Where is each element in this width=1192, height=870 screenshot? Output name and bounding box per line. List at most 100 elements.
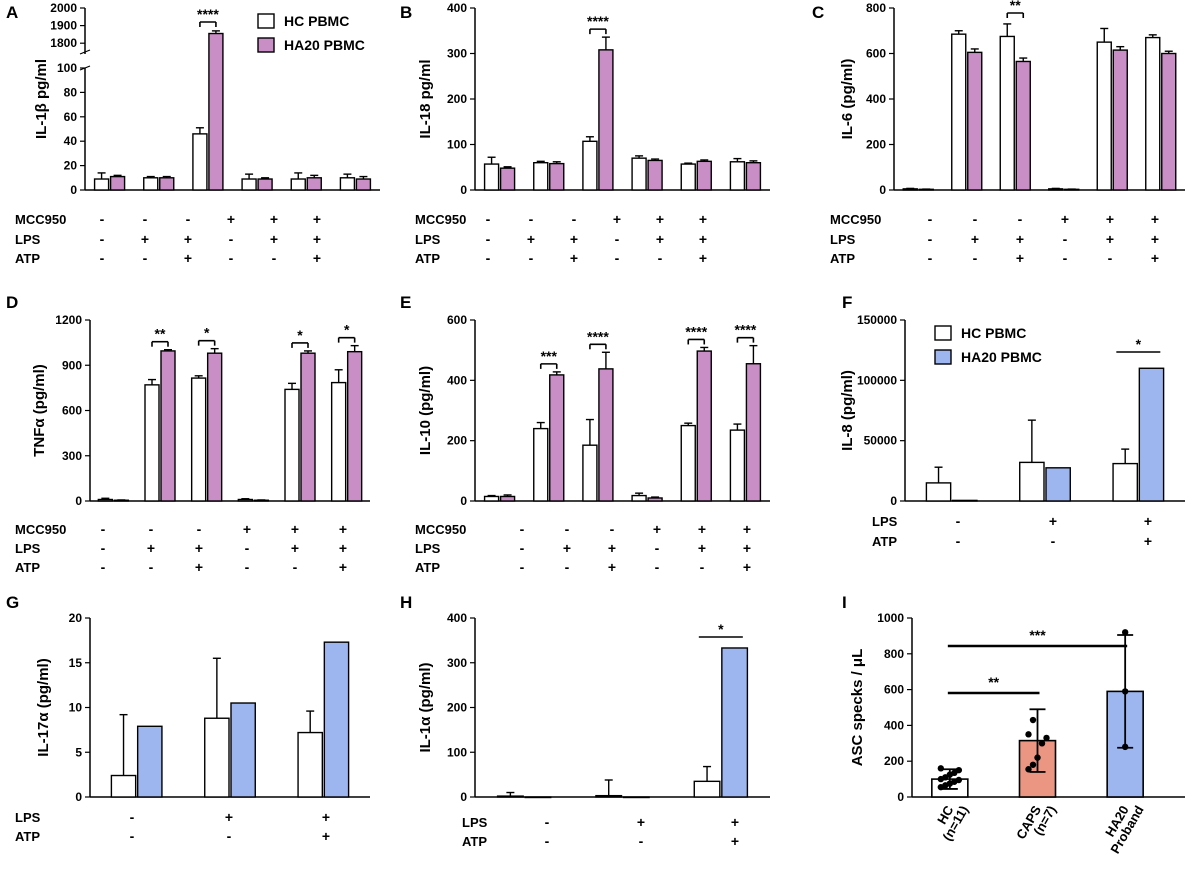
condition-mark: - [565, 559, 570, 575]
condition-label: LPS [462, 815, 488, 830]
y-tick-label: 600 [884, 683, 904, 697]
y-tick-label: 800 [884, 647, 904, 661]
condition-mark: + [1016, 231, 1024, 247]
panel-g: G IL-17α (pg/ml) 0 5 10 15 20 LPS - + + ATP - - + [6, 593, 370, 844]
condition-mark: + [971, 231, 979, 247]
bar-hc [680, 163, 696, 191]
panel-letter: D [6, 293, 18, 312]
y-axis-label: IL-6 (pg/ml) [839, 59, 856, 140]
bar-hc [284, 388, 300, 502]
condition-mark: - [700, 559, 705, 575]
condition-mark: + [195, 559, 203, 575]
bar-ha20 [967, 51, 983, 191]
condition-mark: - [655, 559, 660, 575]
bar-ha20 [208, 32, 224, 191]
bar-ha20 [696, 160, 712, 191]
bar-hc [483, 163, 500, 191]
bar-ha20 [109, 175, 126, 191]
condition-mark: - [973, 250, 978, 266]
bar-ha20 [549, 162, 565, 191]
condition-mark: + [313, 250, 321, 266]
condition-mark: - [101, 540, 106, 556]
condition-mark: + [322, 809, 330, 825]
condition-label: ATP [872, 534, 897, 549]
condition-mark: - [100, 211, 105, 227]
condition-mark: - [130, 828, 135, 844]
significance-label: ** [155, 326, 166, 342]
condition-mark: + [339, 521, 347, 537]
condition-mark: - [565, 521, 570, 537]
condition-label: MCC950 [415, 212, 466, 227]
condition-mark: + [1016, 250, 1024, 266]
condition-mark: - [100, 250, 105, 266]
legend-swatch [257, 13, 275, 29]
condition-mark: + [1106, 211, 1114, 227]
significance-label: *** [1029, 627, 1046, 643]
bar-hc [237, 498, 254, 502]
condition-mark: - [545, 814, 550, 830]
y-axis-label: ASC specks / μL [849, 649, 866, 767]
bar-hc [204, 717, 230, 798]
y-tick-label: 600 [62, 404, 82, 418]
y-tick-label: 800 [866, 1, 886, 15]
condition-mark: - [973, 211, 978, 227]
y-tick-label: 0 [75, 494, 82, 508]
condition-mark: + [339, 559, 347, 575]
y-tick-label: 300 [62, 449, 82, 463]
significance-label: *** [541, 348, 558, 364]
condition-mark: + [570, 250, 578, 266]
bar-hc [729, 429, 746, 502]
condition-mark: + [291, 521, 299, 537]
y-tick-label: 10 [69, 701, 83, 715]
bar-hc [533, 161, 549, 191]
panel-c: C IL-6 (pg/ml) 0 200 400 600 800 ** MCC950 - - - + + +… [812, 0, 1185, 266]
bar-ha20 [647, 159, 663, 191]
data-point [955, 766, 963, 774]
y-tick-label: 20 [64, 159, 78, 173]
bar-hc [729, 161, 746, 191]
panel-letter: A [6, 3, 18, 22]
condition-mark: - [529, 250, 534, 266]
condition-label: LPS [15, 810, 41, 825]
condition-mark: - [245, 540, 250, 556]
y-tick-label: 80 [64, 85, 78, 99]
bar-hc [241, 178, 257, 191]
condition-mark: + [608, 540, 616, 556]
y-tick-label: 100 [57, 61, 77, 75]
y-tick-label: 20 [69, 611, 83, 625]
data-point [937, 765, 945, 772]
data-point [1038, 740, 1046, 747]
bar-hc [533, 427, 549, 502]
y-tick-label: 400 [866, 92, 886, 106]
significance-label: **** [587, 13, 609, 29]
bar-ha20 [499, 495, 516, 502]
bar-ha20 [206, 352, 223, 502]
bar-hc [595, 794, 623, 798]
bar-hc [192, 133, 208, 191]
significance-label: **** [587, 328, 609, 344]
y-tick-label: 1800 [50, 36, 77, 50]
legend-swatch [934, 349, 952, 365]
condition-mark: + [1144, 533, 1152, 549]
condition-mark: - [101, 559, 106, 575]
condition-mark: - [928, 231, 933, 247]
condition-mark: + [184, 231, 192, 247]
y-tick-label: 100000 [857, 373, 897, 387]
legend-label: HC PBMC [284, 13, 349, 29]
condition-label: MCC950 [15, 522, 66, 537]
condition-mark: - [149, 521, 154, 537]
legend-label: HC PBMC [961, 325, 1026, 341]
bar-hc [483, 495, 500, 502]
condition-mark: + [141, 231, 149, 247]
legend-label: HA20 PBMC [284, 37, 365, 53]
condition-mark: - [529, 211, 534, 227]
condition-mark: - [655, 540, 660, 556]
panel-a: A IL-1β pg/ml 0 20 40 60 80 100 1800 1900 2000 ****… [6, 1, 380, 266]
bar-hc [190, 377, 207, 502]
data-point [1025, 766, 1032, 773]
y-tick-label: 1000 [877, 611, 904, 625]
y-tick-label: 0 [897, 790, 904, 804]
